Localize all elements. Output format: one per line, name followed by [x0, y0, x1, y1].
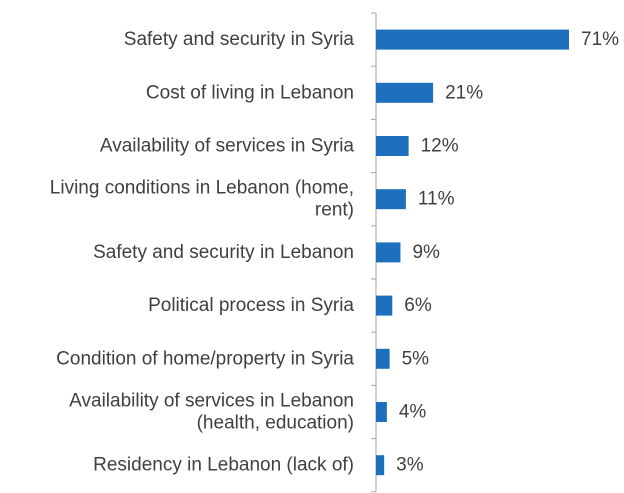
bar-value-label: 9%: [412, 242, 440, 263]
bar-value-label: 6%: [404, 295, 432, 316]
category-label-line: rent): [315, 200, 354, 221]
category-label-line: (health, education): [197, 413, 354, 434]
category-label-line: Cost of living in Lebanon: [146, 82, 354, 103]
category-label-line: Availability of services in Lebanon: [69, 391, 354, 412]
category-label-line: Condition of home/property in Syria: [56, 348, 354, 369]
category-label: Safety and security in Lebanon: [93, 242, 354, 263]
category-label: Availability of services in Lebanon (heal…: [69, 391, 354, 434]
category-label-line: Safety and security in Lebanon: [93, 242, 354, 263]
category-label-line: Residency in Lebanon (lack of): [93, 455, 354, 476]
category-label: Safety and security in Syria: [124, 29, 355, 50]
category-label-line: Safety and security in Syria: [124, 29, 355, 50]
bar-value-label: 4%: [399, 402, 427, 423]
category-label: Residency in Lebanon (lack of): [93, 455, 354, 476]
bar: [376, 242, 401, 263]
category-label-line: Living conditions in Lebanon (home,: [50, 178, 354, 199]
bar-value-label: 3%: [396, 455, 424, 476]
category-label-line: Political process in Syria: [148, 295, 354, 316]
bar-value-label: 12%: [421, 136, 459, 157]
bar-value-label: 21%: [445, 82, 483, 103]
category-label: Condition of home/property in Syria: [56, 348, 354, 369]
bar: [376, 136, 409, 156]
bar-value-label: 71%: [581, 29, 619, 50]
bar: [376, 82, 434, 103]
category-label: Cost of living in Lebanon: [146, 82, 354, 103]
bar-value-label: 11%: [418, 189, 455, 210]
bar: [376, 189, 406, 210]
category-label-line: Availability of services in Syria: [100, 136, 355, 157]
bar: [376, 348, 390, 369]
category-label: Living conditions in Lebanon (home, rent): [50, 178, 354, 221]
category-label: Availability of services in Syria: [100, 136, 355, 157]
bar: [376, 402, 387, 422]
category-label: Political process in Syria: [148, 295, 354, 316]
bar-value-label: 5%: [402, 348, 430, 369]
bar: [376, 29, 569, 50]
bar: [376, 295, 393, 316]
bar: [376, 455, 385, 476]
